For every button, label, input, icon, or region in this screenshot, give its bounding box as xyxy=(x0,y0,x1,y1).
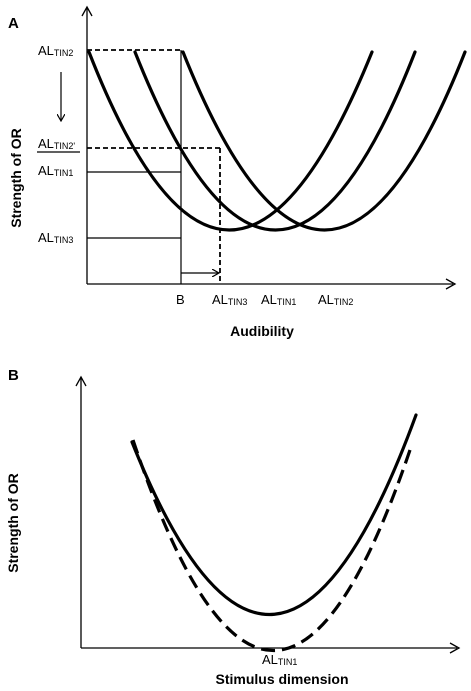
label-x-altin1: ALTIN1 xyxy=(261,292,296,307)
panel-a-x-axis-title: Audibility xyxy=(230,323,294,339)
panel-b-x-axis-arrow xyxy=(449,642,461,654)
label-x-b: B xyxy=(176,292,185,307)
label-x-altin2: ALTIN2 xyxy=(318,292,353,307)
panel-b-y-axis-title: Strength of OR xyxy=(5,473,21,573)
curve-dashed xyxy=(131,439,412,653)
label-y-altin2: ALTIN2 xyxy=(38,43,73,58)
curve-tin2 xyxy=(181,50,467,232)
label-x-altin3: ALTIN3 xyxy=(212,292,247,307)
label-y-altin3: ALTIN3 xyxy=(38,230,73,245)
panel-b-letter: B xyxy=(8,367,19,384)
panel-b-x-axis-title: Stimulus dimension xyxy=(215,671,348,687)
curve-solid xyxy=(130,413,418,616)
label-y-altin2-prime: ALTIN2' xyxy=(38,136,75,151)
panel-b-y-axis-arrow xyxy=(75,375,87,387)
curve-tin3 xyxy=(87,50,374,232)
panel-a: A Strength of OR ALTIN2 ALTIN2' ALTIN1 A… xyxy=(8,5,467,339)
panel-a-letter: A xyxy=(8,15,19,32)
label-x-altin1-b: ALTIN1 xyxy=(262,652,297,667)
label-y-altin1: ALTIN1 xyxy=(38,163,73,178)
panel-a-y-axis-arrow xyxy=(81,5,93,17)
panel-a-x-axis-arrow xyxy=(445,278,457,290)
panel-b: B Strength of OR ALTIN1 Stimulus dimensi… xyxy=(5,367,461,687)
panel-a-y-axis-title: Strength of OR xyxy=(8,128,24,228)
curve-tin1 xyxy=(133,50,417,232)
